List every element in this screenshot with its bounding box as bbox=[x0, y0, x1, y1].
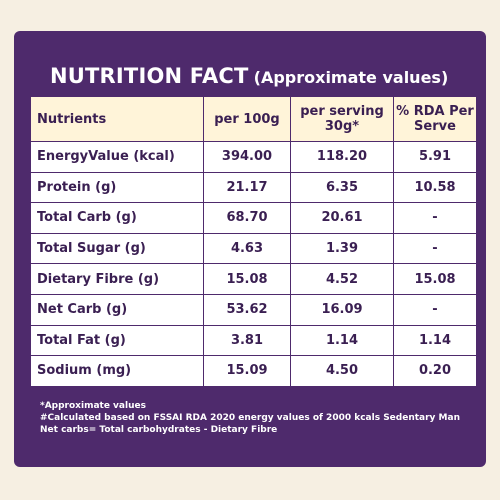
row-rda: - bbox=[393, 293, 477, 326]
row-rda: - bbox=[393, 232, 477, 265]
row-per-100g: 4.63 bbox=[203, 232, 291, 265]
row-label: Protein (g) bbox=[30, 171, 204, 204]
row-per-serving: 20.61 bbox=[290, 202, 394, 234]
row-label: Total Sugar (g) bbox=[30, 232, 204, 265]
row-per-serving: 16.09 bbox=[290, 293, 394, 326]
header-rda: % RDA Per Serve bbox=[393, 96, 477, 142]
table-header-row: Nutrients per 100g per serving 30g* % RD… bbox=[30, 96, 477, 142]
row-label: Dietary Fibre (g) bbox=[30, 263, 204, 295]
table-row: Total Sugar (g) 4.63 1.39 - bbox=[30, 232, 477, 265]
header-per-serving: per serving 30g* bbox=[290, 96, 394, 142]
table-row: Dietary Fibre (g) 15.08 4.52 15.08 bbox=[30, 263, 477, 295]
row-per-100g: 53.62 bbox=[203, 293, 291, 326]
row-per-serving: 1.14 bbox=[290, 324, 394, 357]
row-rda: 10.58 bbox=[393, 171, 477, 204]
row-label: Total Carb (g) bbox=[30, 202, 204, 234]
nutrition-table: Nutrients per 100g per serving 30g* % RD… bbox=[30, 96, 477, 387]
footnote-net-carbs: Net carbs= Total carbohydrates - Dietary… bbox=[40, 425, 278, 435]
row-per-serving: 4.52 bbox=[290, 263, 394, 295]
row-rda: 15.08 bbox=[393, 263, 477, 295]
row-per-100g: 3.81 bbox=[203, 324, 291, 357]
row-per-serving: 6.35 bbox=[290, 171, 394, 204]
header-per-100g: per 100g bbox=[203, 96, 291, 142]
row-per-100g: 15.09 bbox=[203, 355, 291, 387]
title-sub: (Approximate values) bbox=[253, 68, 449, 87]
row-label: Sodium (mg) bbox=[30, 355, 204, 387]
table-row: EnergyValue (kcal) 394.00 118.20 5.91 bbox=[30, 141, 477, 173]
row-per-serving: 4.50 bbox=[290, 355, 394, 387]
header-nutrients: Nutrients bbox=[30, 96, 204, 142]
nutrition-title: NUTRITION FACT (Approximate values) bbox=[50, 64, 448, 88]
table-row: Sodium (mg) 15.09 4.50 0.20 bbox=[30, 355, 477, 387]
row-label: Net Carb (g) bbox=[30, 293, 204, 326]
row-per-100g: 394.00 bbox=[203, 141, 291, 173]
table-row: Total Fat (g) 3.81 1.14 1.14 bbox=[30, 324, 477, 357]
footnote-approx: *Approximate values bbox=[40, 401, 146, 411]
row-per-serving: 118.20 bbox=[290, 141, 394, 173]
footnote-rda-basis: #Calculated based on FSSAI RDA 2020 ener… bbox=[40, 413, 460, 423]
row-per-100g: 21.17 bbox=[203, 171, 291, 204]
row-per-100g: 68.70 bbox=[203, 202, 291, 234]
row-rda: 5.91 bbox=[393, 141, 477, 173]
row-label: EnergyValue (kcal) bbox=[30, 141, 204, 173]
table-row: Total Carb (g) 68.70 20.61 - bbox=[30, 202, 477, 234]
table-row: Protein (g) 21.17 6.35 10.58 bbox=[30, 171, 477, 204]
row-label: Total Fat (g) bbox=[30, 324, 204, 357]
row-rda: - bbox=[393, 202, 477, 234]
table-row: Net Carb (g) 53.62 16.09 - bbox=[30, 293, 477, 326]
row-per-100g: 15.08 bbox=[203, 263, 291, 295]
row-rda: 1.14 bbox=[393, 324, 477, 357]
row-rda: 0.20 bbox=[393, 355, 477, 387]
footnotes: *Approximate values #Calculated based on… bbox=[40, 400, 460, 436]
title-main: NUTRITION FACT bbox=[50, 64, 249, 88]
row-per-serving: 1.39 bbox=[290, 232, 394, 265]
